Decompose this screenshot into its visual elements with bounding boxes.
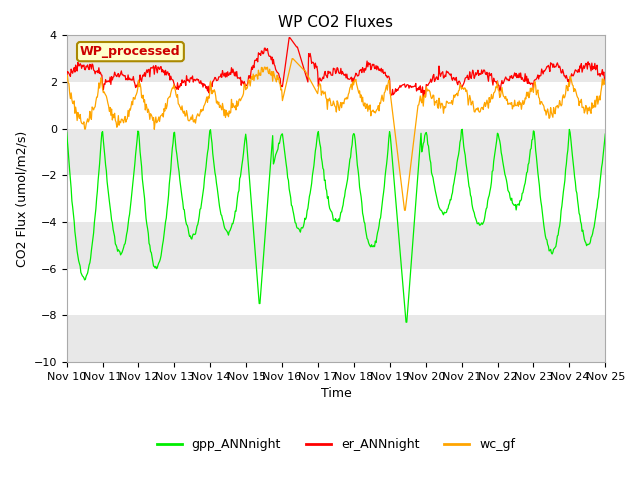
Bar — [67, 129, 605, 175]
er_ANNnight — [63, 72, 70, 77]
gpp_ANNnight — [403, 319, 411, 325]
gpp_ANNnight — [72, 241, 80, 247]
wc_gf — [128, 104, 136, 109]
Line: wc_gf: wc_gf — [67, 59, 605, 210]
wc_gf — [288, 56, 296, 61]
gpp_ANNnight — [402, 319, 410, 325]
wc_gf — [72, 108, 80, 114]
er_ANNnight — [422, 94, 429, 100]
er_ANNnight — [182, 77, 190, 83]
Line: er_ANNnight: er_ANNnight — [67, 37, 605, 97]
wc_gf — [403, 195, 411, 201]
wc_gf — [401, 207, 408, 213]
wc_gf — [602, 70, 609, 75]
Bar — [67, 36, 605, 82]
er_ANNnight — [402, 83, 410, 88]
er_ANNnight — [602, 71, 609, 77]
gpp_ANNnight — [63, 132, 70, 137]
Text: WP_processed: WP_processed — [80, 45, 180, 58]
gpp_ANNnight — [128, 193, 136, 199]
gpp_ANNnight — [211, 169, 219, 175]
gpp_ANNnight — [182, 223, 190, 228]
gpp_ANNnight — [242, 127, 250, 133]
wc_gf — [63, 72, 70, 78]
Line: gpp_ANNnight: gpp_ANNnight — [67, 130, 605, 322]
Legend: gpp_ANNnight, er_ANNnight, wc_gf: gpp_ANNnight, er_ANNnight, wc_gf — [152, 433, 520, 456]
wc_gf — [211, 95, 219, 101]
Bar — [67, 315, 605, 362]
Title: WP CO2 Fluxes: WP CO2 Fluxes — [278, 15, 394, 30]
er_ANNnight — [285, 35, 293, 40]
Bar — [67, 222, 605, 268]
er_ANNnight — [211, 80, 219, 86]
er_ANNnight — [72, 64, 80, 70]
X-axis label: Time: Time — [321, 387, 351, 400]
er_ANNnight — [128, 80, 136, 85]
Y-axis label: CO2 Flux (umol/m2/s): CO2 Flux (umol/m2/s) — [15, 131, 28, 267]
wc_gf — [182, 114, 190, 120]
gpp_ANNnight — [419, 145, 426, 151]
er_ANNnight — [418, 87, 426, 93]
gpp_ANNnight — [602, 131, 609, 136]
wc_gf — [419, 91, 426, 97]
